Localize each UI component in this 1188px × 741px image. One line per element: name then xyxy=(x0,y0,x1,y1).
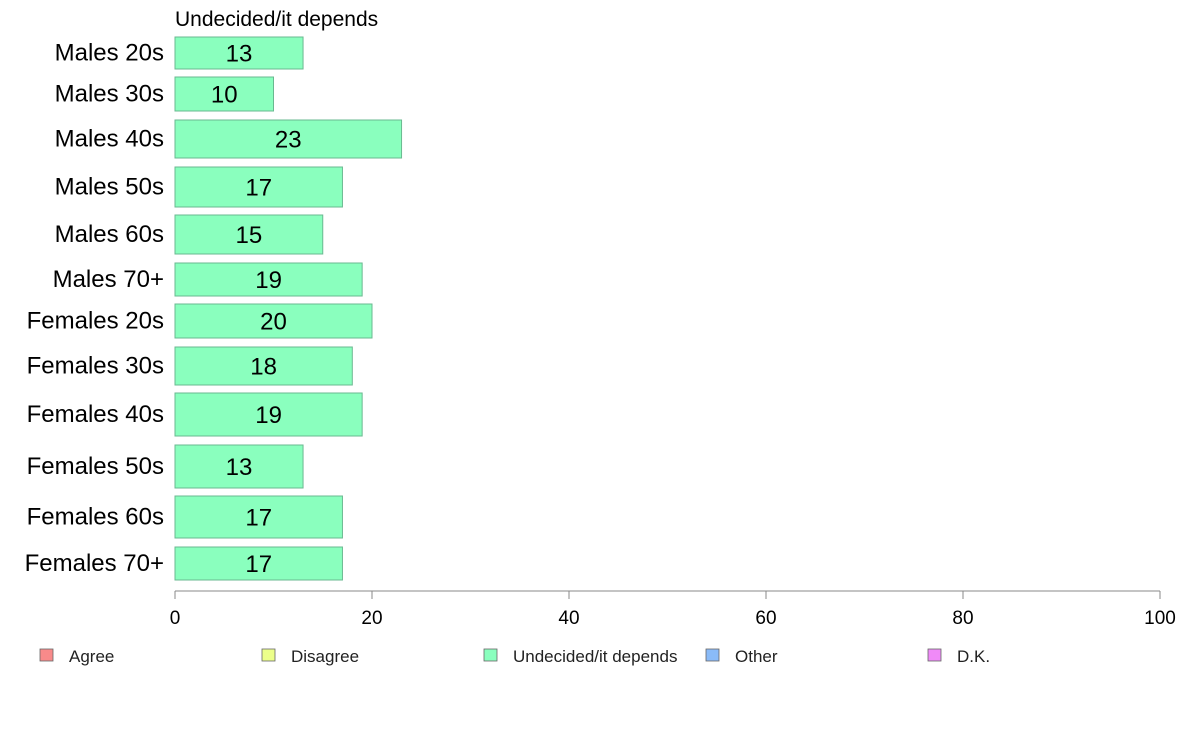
category-label: Males 60s xyxy=(55,221,164,248)
chart-title: Undecided/it depends xyxy=(175,8,378,31)
category-label: Females 20s xyxy=(27,308,164,335)
bar xyxy=(174,495,343,539)
x-tick-label: 40 xyxy=(558,608,579,629)
bar xyxy=(174,346,353,386)
legend-swatch xyxy=(483,648,498,662)
bar xyxy=(174,119,403,159)
legend-label: Disagree xyxy=(291,647,359,666)
bar xyxy=(174,392,363,437)
bar-value-label: 13 xyxy=(226,454,253,481)
category-label: Females 60s xyxy=(27,504,164,531)
x-tick-label: 80 xyxy=(952,608,973,629)
legend-label: Agree xyxy=(69,647,114,666)
category-label: Females 40s xyxy=(27,401,164,428)
legend-label: D.K. xyxy=(957,647,990,666)
category-label: Males 20s xyxy=(55,40,164,67)
category-label: Males 40s xyxy=(55,126,164,153)
category-label: Males 50s xyxy=(55,174,164,201)
legend-swatch xyxy=(927,648,942,662)
bar-value-label: 18 xyxy=(250,354,277,381)
bar-value-label: 19 xyxy=(255,267,282,294)
bar xyxy=(174,546,343,581)
bars-layer: Males 20s 13 Males 30s 10 Males 40s 23 Males 5… xyxy=(25,36,403,581)
category-label: Females 30s xyxy=(27,353,164,380)
bar-value-label: 13 xyxy=(226,41,253,68)
bar-value-label: 20 xyxy=(260,309,287,336)
x-tick-label: 0 xyxy=(170,608,181,629)
bar-value-label: 17 xyxy=(245,551,272,578)
bar-value-label: 19 xyxy=(255,402,282,429)
legend-swatch xyxy=(705,648,720,662)
legend: Agree Disagree Undecided/it depends Other D.… xyxy=(39,647,990,666)
legend-swatch xyxy=(39,648,54,662)
bar xyxy=(174,444,304,489)
x-tick-label: 20 xyxy=(361,608,382,629)
legend-label: Other xyxy=(735,647,778,666)
x-tick-label: 100 xyxy=(1144,608,1176,629)
bar xyxy=(174,262,363,297)
bar xyxy=(174,214,324,255)
bar xyxy=(174,76,274,112)
bar-value-label: 17 xyxy=(245,505,272,532)
x-axis: 0 20 40 60 80 100 xyxy=(170,590,1176,629)
category-label: Females 70+ xyxy=(25,550,164,577)
legend-swatch xyxy=(261,648,276,662)
bar-value-label: 17 xyxy=(245,175,272,202)
legend-label: Undecided/it depends xyxy=(513,647,677,666)
category-label: Males 70+ xyxy=(53,266,164,293)
x-tick-label: 60 xyxy=(755,608,776,629)
bar xyxy=(174,303,373,339)
category-label: Females 50s xyxy=(27,453,164,480)
bar-value-label: 10 xyxy=(211,82,238,109)
bar xyxy=(174,166,343,208)
bar-value-label: 23 xyxy=(275,127,302,154)
bar xyxy=(174,36,304,70)
category-label: Males 30s xyxy=(55,81,164,108)
bar-value-label: 15 xyxy=(236,222,263,249)
